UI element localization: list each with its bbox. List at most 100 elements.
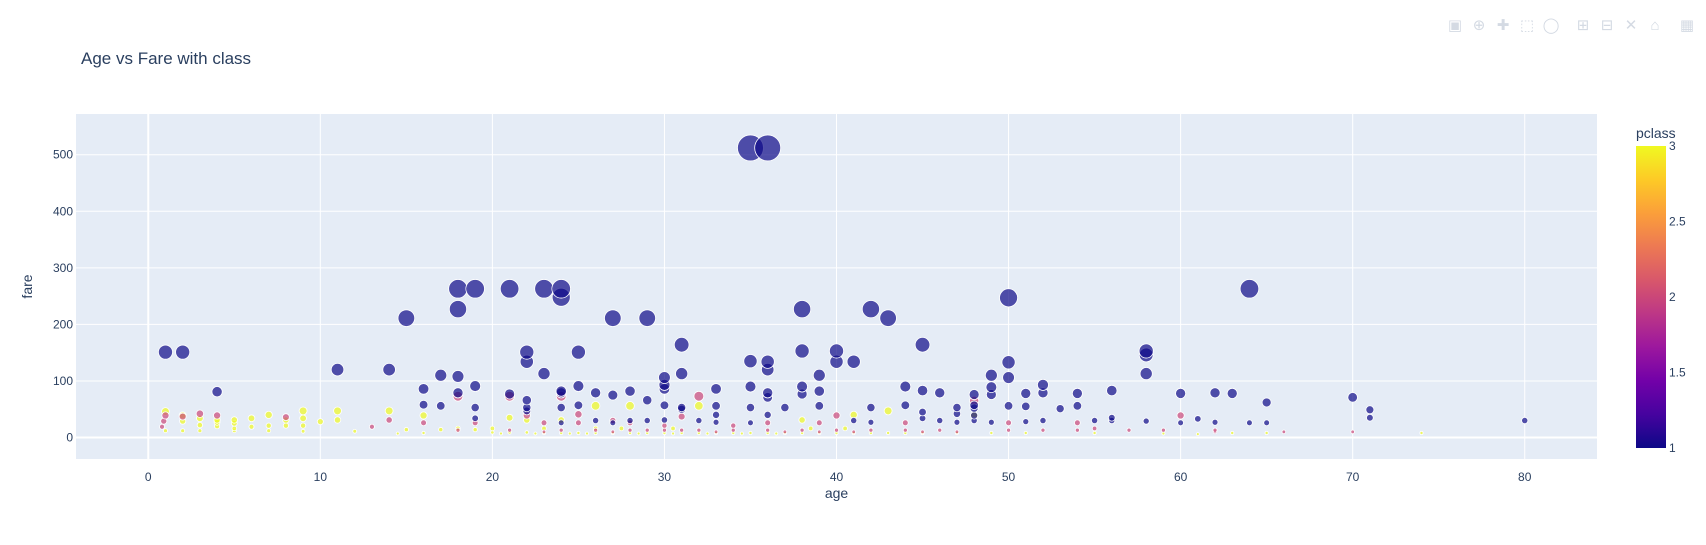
data-point[interactable] <box>774 431 779 436</box>
data-point[interactable] <box>794 343 810 359</box>
data-point[interactable] <box>1072 401 1083 411</box>
data-point[interactable] <box>1023 430 1028 436</box>
data-point[interactable] <box>627 427 633 433</box>
data-point[interactable] <box>472 427 478 433</box>
data-point[interactable] <box>607 389 619 401</box>
data-point[interactable] <box>573 400 584 411</box>
data-point[interactable] <box>333 406 342 416</box>
zoom-out-icon[interactable]: ⊟ <box>1601 17 1614 34</box>
data-point[interactable] <box>1521 416 1529 425</box>
data-point[interactable] <box>1175 387 1187 399</box>
data-point[interactable] <box>762 387 774 399</box>
data-point[interactable] <box>902 427 908 433</box>
data-point[interactable] <box>420 419 427 427</box>
data-point[interactable] <box>705 431 710 436</box>
data-point[interactable] <box>712 410 721 419</box>
data-point[interactable] <box>1126 427 1132 433</box>
data-point[interactable] <box>555 385 567 397</box>
data-point[interactable] <box>817 429 822 435</box>
data-point[interactable] <box>1209 387 1221 399</box>
data-point[interactable] <box>1142 417 1150 425</box>
data-point[interactable] <box>952 402 962 413</box>
data-point[interactable] <box>1347 392 1358 403</box>
data-point[interactable] <box>1003 401 1014 411</box>
data-point[interactable] <box>1177 419 1184 427</box>
data-point[interactable] <box>264 410 273 419</box>
data-point[interactable] <box>812 368 826 382</box>
data-point[interactable] <box>764 419 772 427</box>
data-point[interactable] <box>834 427 839 433</box>
data-point[interactable] <box>1211 418 1219 426</box>
autoscale-icon[interactable]: ✕ <box>1625 17 1638 34</box>
data-point[interactable] <box>867 418 875 426</box>
data-point[interactable] <box>1021 401 1031 412</box>
data-point[interactable] <box>1226 387 1238 399</box>
data-point[interactable] <box>282 422 289 429</box>
zoom-in-icon[interactable]: ⊞ <box>1577 17 1590 34</box>
data-point[interactable] <box>677 412 686 421</box>
data-point[interactable] <box>352 428 358 434</box>
data-point[interactable] <box>1263 419 1270 427</box>
data-point[interactable] <box>984 368 998 382</box>
data-point[interactable] <box>1001 355 1016 370</box>
data-point[interactable] <box>196 421 203 429</box>
data-point[interactable] <box>470 402 480 413</box>
data-point[interactable] <box>438 427 444 433</box>
data-point[interactable] <box>987 418 995 426</box>
data-point[interactable] <box>195 409 205 418</box>
data-point[interactable] <box>916 384 929 397</box>
data-point[interactable] <box>1002 371 1015 384</box>
data-point[interactable] <box>1264 430 1269 436</box>
data-point[interactable] <box>675 367 689 381</box>
data-point[interactable] <box>936 416 944 425</box>
data-point[interactable] <box>934 387 946 399</box>
data-point[interactable] <box>796 380 808 393</box>
data-point[interactable] <box>533 431 538 436</box>
data-point[interactable] <box>747 419 754 427</box>
data-point[interactable] <box>710 383 722 395</box>
data-point[interactable] <box>624 385 636 397</box>
data-point[interactable] <box>1239 279 1260 299</box>
data-point[interactable] <box>316 418 324 426</box>
data-point[interactable] <box>618 425 625 432</box>
data-point[interactable] <box>1176 411 1185 420</box>
data-point[interactable] <box>658 371 671 384</box>
data-point[interactable] <box>465 279 485 299</box>
data-point[interactable] <box>451 370 465 383</box>
data-point[interactable] <box>798 416 806 424</box>
data-point[interactable] <box>914 336 931 353</box>
data-point[interactable] <box>1419 430 1424 436</box>
data-point[interactable] <box>661 422 668 429</box>
data-point[interactable] <box>558 427 564 433</box>
data-point[interactable] <box>419 411 428 420</box>
data-point[interactable] <box>572 380 585 392</box>
data-point[interactable] <box>1246 419 1253 427</box>
data-point[interactable] <box>247 414 256 423</box>
data-point[interactable] <box>693 390 705 402</box>
data-point[interactable] <box>592 416 600 425</box>
data-point[interactable] <box>1074 419 1081 427</box>
data-point[interactable] <box>1022 418 1030 426</box>
data-point[interactable] <box>471 414 479 423</box>
data-point[interactable] <box>763 410 772 419</box>
data-point[interactable] <box>499 431 503 436</box>
data-point[interactable] <box>369 423 375 430</box>
data-point[interactable] <box>519 344 535 360</box>
data-point[interactable] <box>489 425 496 432</box>
data-point[interactable] <box>1106 384 1118 397</box>
data-point[interactable] <box>846 354 861 369</box>
data-point[interactable] <box>625 401 635 411</box>
data-point[interactable] <box>333 416 342 424</box>
data-point[interactable] <box>384 406 394 416</box>
data-point[interactable] <box>158 344 173 360</box>
data-point[interactable] <box>899 380 912 393</box>
data-point[interactable] <box>712 418 720 426</box>
data-point[interactable] <box>968 389 980 400</box>
data-point[interactable] <box>455 427 461 433</box>
data-point[interactable] <box>448 279 468 299</box>
data-point[interactable] <box>499 279 520 299</box>
data-point[interactable] <box>434 368 448 382</box>
data-point[interactable] <box>760 354 775 369</box>
data-point[interactable] <box>900 400 911 411</box>
data-point[interactable] <box>300 428 306 434</box>
